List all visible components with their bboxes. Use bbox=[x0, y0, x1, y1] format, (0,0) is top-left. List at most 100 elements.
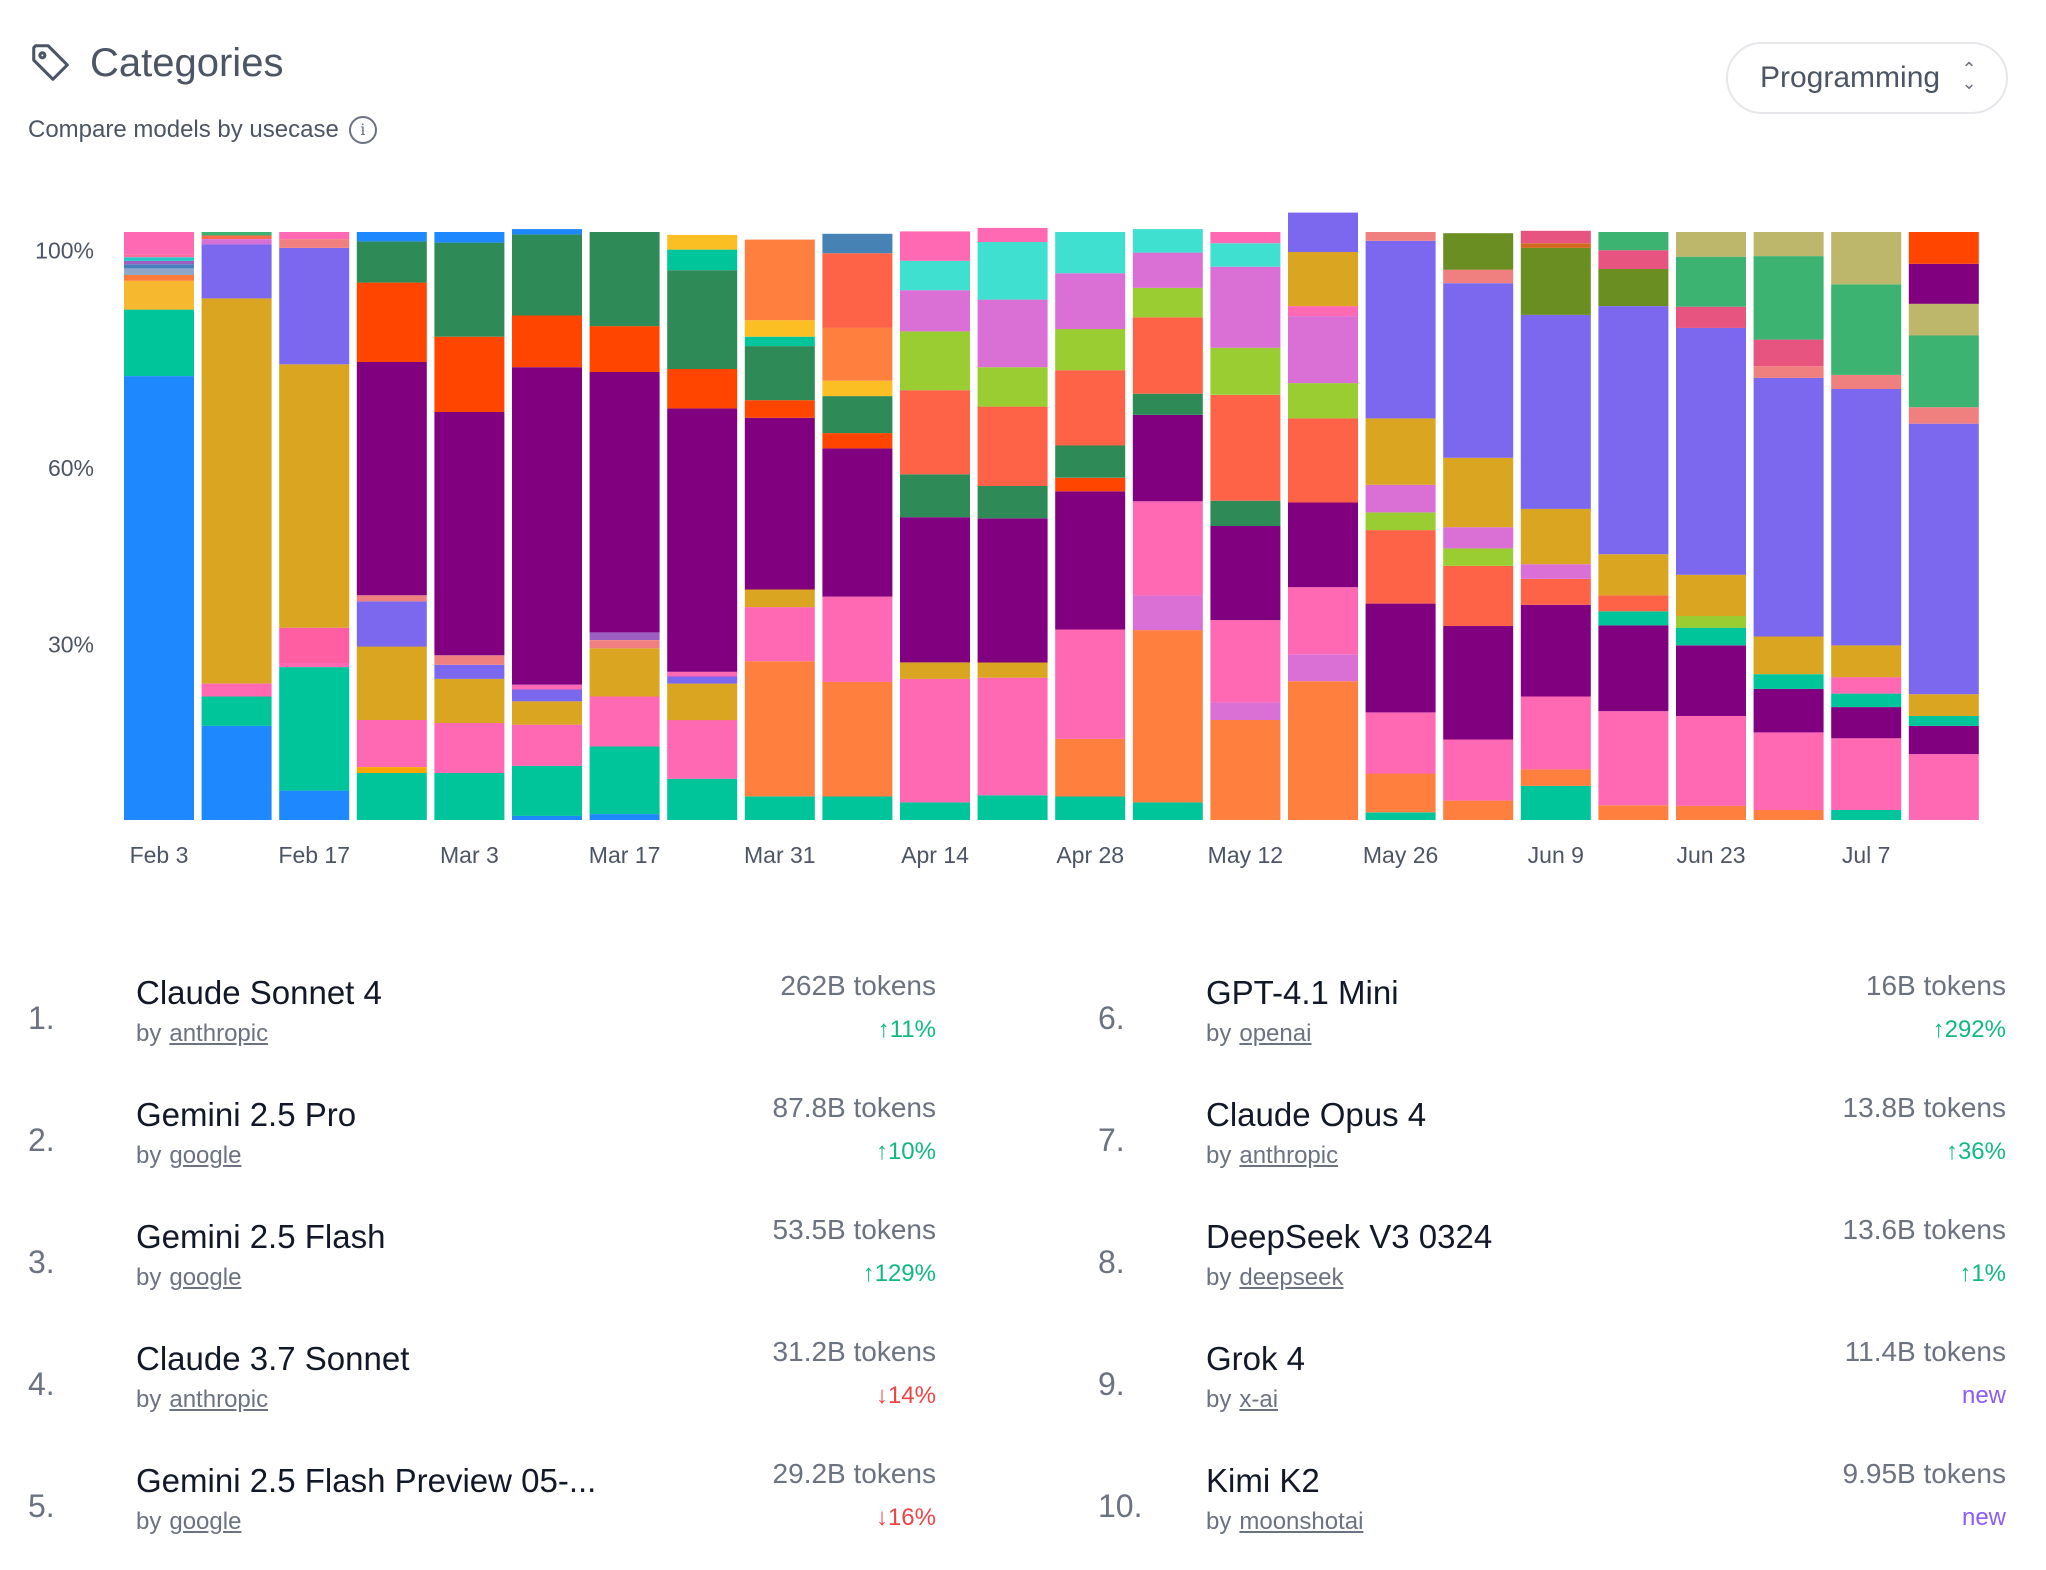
bar-segment-w12-s4[interactable] bbox=[977, 518, 1048, 663]
bar-segment-w13-s6[interactable] bbox=[1055, 445, 1126, 478]
bar-segment-w20-s7[interactable] bbox=[1598, 306, 1669, 555]
bar-segment-w13-s8[interactable] bbox=[1055, 329, 1126, 371]
bar-segment-w14-s1[interactable] bbox=[1132, 802, 1203, 820]
bar-segment-w13-s7[interactable] bbox=[1055, 370, 1126, 446]
bar-segment-w14-s4[interactable] bbox=[1132, 501, 1203, 596]
bar-segment-w16-s10[interactable] bbox=[1288, 212, 1358, 252]
bar-segment-w2-s8[interactable] bbox=[201, 232, 272, 236]
bar-segment-w15-s3[interactable] bbox=[1210, 620, 1281, 703]
bar-segment-w7-s6[interactable] bbox=[589, 632, 660, 640]
bar-segment-w3-s7[interactable] bbox=[279, 239, 350, 248]
bar-segment-w6-s10[interactable] bbox=[512, 229, 582, 235]
bar-segment-w12-s9[interactable] bbox=[977, 242, 1048, 300]
author-link[interactable]: google bbox=[169, 1264, 242, 1291]
bar-segment-w1-s7[interactable] bbox=[124, 260, 194, 265]
bar-segment-w8-s7[interactable] bbox=[667, 369, 738, 409]
bar-segment-w8-s10[interactable] bbox=[667, 234, 738, 250]
bar-segment-w2-s4[interactable] bbox=[201, 298, 272, 684]
bar-segment-w6-s3[interactable] bbox=[512, 724, 582, 766]
bar-segment-w12-s2[interactable] bbox=[977, 677, 1048, 796]
bar-segment-w2-s5[interactable] bbox=[201, 244, 272, 299]
bar-segment-w16-s9[interactable] bbox=[1288, 252, 1358, 307]
bar-segment-w22-s7[interactable] bbox=[1753, 366, 1824, 378]
bar-segment-w13-s10[interactable] bbox=[1055, 232, 1126, 274]
bar-segment-w24-s7[interactable] bbox=[1908, 335, 1979, 408]
bar-segment-w9-s10[interactable] bbox=[744, 239, 815, 321]
bar-segment-w9-s8[interactable] bbox=[744, 336, 815, 347]
model-name[interactable]: Grok 4 bbox=[1206, 1340, 1306, 1377]
bar-segment-w1-s6[interactable] bbox=[124, 264, 194, 269]
bar-segment-w21-s2[interactable] bbox=[1676, 715, 1746, 806]
bar-segment-w12-s6[interactable] bbox=[977, 406, 1048, 486]
bar-segment-w2-s1[interactable] bbox=[201, 725, 272, 820]
bar-segment-w5-s4[interactable] bbox=[434, 664, 505, 679]
bar-segment-w7-s9[interactable] bbox=[589, 232, 660, 327]
bar-segment-w18-s4[interactable] bbox=[1443, 566, 1514, 626]
bar-segment-w23-s8[interactable] bbox=[1831, 374, 1902, 389]
bar-segment-w6-s6[interactable] bbox=[512, 684, 582, 690]
model-name[interactable]: GPT-4.1 Mini bbox=[1206, 974, 1399, 1011]
author-link[interactable]: google bbox=[169, 1142, 242, 1169]
bar-segment-w5-s8[interactable] bbox=[434, 242, 505, 337]
bar-segment-w4-s9[interactable] bbox=[356, 241, 427, 283]
bar-segment-w10-s10[interactable] bbox=[822, 233, 893, 254]
bar-segment-w9-s3[interactable] bbox=[744, 607, 815, 662]
bar-segment-w8-s8[interactable] bbox=[667, 270, 738, 369]
bar-segment-w7-s7[interactable] bbox=[589, 371, 660, 633]
bar-segment-w11-s4[interactable] bbox=[900, 517, 970, 663]
bar-segment-w1-s5[interactable] bbox=[124, 268, 194, 276]
bar-segment-w7-s3[interactable] bbox=[589, 696, 660, 747]
model-name[interactable]: Claude Opus 4 bbox=[1206, 1096, 1427, 1133]
bar-segment-w11-s8[interactable] bbox=[900, 290, 970, 332]
bar-segment-w17-s1[interactable] bbox=[1365, 812, 1436, 820]
bar-segment-w17-s5[interactable] bbox=[1365, 530, 1436, 604]
bar-segment-w12-s10[interactable] bbox=[977, 227, 1048, 242]
bar-segment-w24-s5[interactable] bbox=[1908, 423, 1979, 695]
bar-segment-w2-s6[interactable] bbox=[201, 239, 272, 245]
bar-segment-w17-s10[interactable] bbox=[1365, 232, 1436, 241]
bar-segment-w19-s6[interactable] bbox=[1520, 564, 1591, 579]
bar-segment-w3-s6[interactable] bbox=[279, 247, 350, 365]
bar-segment-w19-s7[interactable] bbox=[1520, 508, 1591, 565]
author-link[interactable]: deepseek bbox=[1239, 1264, 1344, 1291]
bar-segment-w11-s3[interactable] bbox=[900, 662, 970, 679]
bar-segment-w5-s1[interactable] bbox=[434, 773, 505, 820]
bar-segment-w22-s2[interactable] bbox=[1753, 732, 1824, 810]
bar-segment-w6-s4[interactable] bbox=[512, 701, 582, 725]
bar-segment-w20-s8[interactable] bbox=[1598, 269, 1669, 306]
bar-segment-w15-s8[interactable] bbox=[1210, 266, 1281, 348]
bar-segment-w6-s7[interactable] bbox=[512, 367, 582, 685]
bar-segment-w20-s4[interactable] bbox=[1598, 611, 1669, 626]
bar-segment-w22-s5[interactable] bbox=[1753, 636, 1824, 675]
bar-segment-w9-s2[interactable] bbox=[744, 661, 815, 797]
bar-segment-w7-s4[interactable] bbox=[589, 648, 660, 697]
bar-segment-w3-s5[interactable] bbox=[279, 364, 350, 628]
bar-segment-w15-s9[interactable] bbox=[1210, 243, 1281, 267]
bar-segment-w5-s3[interactable] bbox=[434, 678, 505, 723]
bar-segment-w23-s1[interactable] bbox=[1831, 810, 1902, 820]
model-name[interactable]: Claude Sonnet 4 bbox=[136, 974, 382, 1011]
bar-segment-w21-s10[interactable] bbox=[1676, 232, 1746, 257]
bar-segment-w5-s5[interactable] bbox=[434, 655, 505, 665]
category-select[interactable]: Programming ⌃ ⌄ bbox=[1726, 42, 2008, 114]
bar-segment-w11-s7[interactable] bbox=[900, 331, 970, 391]
bar-segment-w16-s4[interactable] bbox=[1288, 502, 1358, 588]
bar-segment-w4-s7[interactable] bbox=[356, 361, 427, 596]
bar-segment-w16-s7[interactable] bbox=[1288, 316, 1358, 384]
bar-segment-w1-s2[interactable] bbox=[124, 309, 194, 376]
leaderboard-item[interactable]: 3. Gemini 2.5 Flash by google 53.5B tokens ↑1… bbox=[0, 1204, 1010, 1326]
bar-segment-w15-s2[interactable] bbox=[1210, 702, 1281, 720]
bar-segment-w8-s2[interactable] bbox=[667, 720, 738, 779]
bar-segment-w14-s2[interactable] bbox=[1132, 630, 1203, 803]
bar-segment-w20-s1[interactable] bbox=[1598, 805, 1669, 820]
bar-segment-w4-s2[interactable] bbox=[356, 767, 427, 773]
leaderboard-item[interactable]: 6. GPT-4.1 Mini by openai 16B tokens ↑292% bbox=[1070, 960, 2046, 1082]
bar-segment-w7-s1[interactable] bbox=[589, 814, 660, 820]
bar-segment-w20-s9[interactable] bbox=[1598, 250, 1669, 269]
bar-segment-w11-s9[interactable] bbox=[900, 260, 970, 291]
bar-segment-w11-s5[interactable] bbox=[900, 474, 970, 518]
bar-segment-w21-s4[interactable] bbox=[1676, 627, 1746, 646]
bar-segment-w1-s8[interactable] bbox=[124, 257, 194, 261]
bar-segment-w23-s10[interactable] bbox=[1831, 232, 1902, 285]
bar-segment-w5-s2[interactable] bbox=[434, 723, 505, 773]
